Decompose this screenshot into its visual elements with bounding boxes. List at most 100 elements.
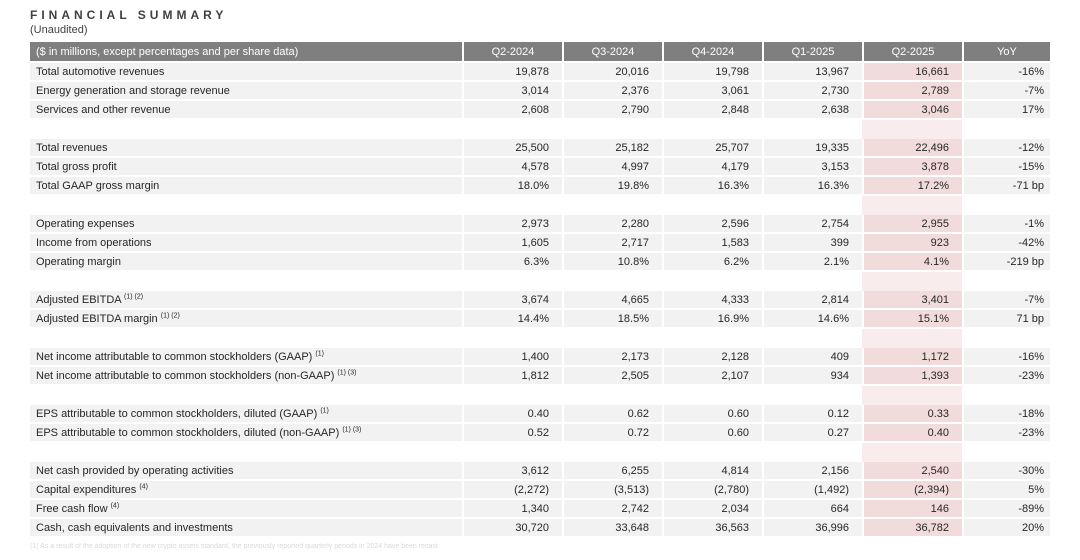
value-cell: 664: [762, 500, 862, 519]
spacer-cell: [662, 272, 762, 291]
value-cell: 1,340: [462, 500, 562, 519]
value-cell: 2,638: [762, 101, 862, 120]
value-cell: 2,540: [862, 462, 962, 481]
row-label: Services and other revenue: [30, 101, 462, 120]
footnote-marker: (1) (3): [342, 425, 362, 433]
spacer-cell: [762, 120, 862, 139]
value-cell: (2,780): [662, 481, 762, 500]
table-row: Capital expenditures (4) (2,272) (3,513) (2…: [30, 481, 1050, 500]
yoy-value-cell: -16%: [962, 63, 1050, 82]
value-cell: 4,333: [662, 291, 762, 310]
value-cell: 3,061: [662, 82, 762, 101]
page-title: FINANCIAL SUMMARY: [30, 8, 228, 22]
yoy-value-cell: 71 bp: [962, 310, 1050, 329]
table-row: Operating expenses 2,973 2,280 2,596 2,754 2,…: [30, 215, 1050, 234]
table-row: Net income attributable to common stockh…: [30, 367, 1050, 386]
header-col-q4-2024: Q4-2024: [662, 42, 762, 63]
table-row: Free cash flow (4) 1,340 2,742 2,034 664 146-…: [30, 500, 1050, 519]
value-cell: 399: [762, 234, 862, 253]
value-cell: 1,400: [462, 348, 562, 367]
financial-summary-table: ($ in millions, except percentages and p…: [30, 42, 1050, 538]
spacer-cell: [762, 272, 862, 291]
row-label: Cash, cash equivalents and investments: [30, 519, 462, 538]
value-cell: 4,578: [462, 158, 562, 177]
value-cell: 18.0%: [462, 177, 562, 196]
table-row: Adjusted EBITDA margin (1) (2) 14.4% 18.5%…: [30, 310, 1050, 329]
row-label: Adjusted EBITDA margin (1) (2): [30, 310, 462, 329]
footnote: (1) As a result of the adoption of the n…: [30, 543, 438, 550]
value-cell: 14.6%: [762, 310, 862, 329]
value-cell: 10.8%: [562, 253, 662, 272]
footnote-marker: (1) (3): [337, 368, 357, 376]
value-cell: 19,878: [462, 63, 562, 82]
row-label: Income from operations: [30, 234, 462, 253]
spacer-cell: [862, 386, 962, 405]
value-cell: 1,605: [462, 234, 562, 253]
yoy-value-cell: -23%: [962, 424, 1050, 443]
yoy-value-cell: 20%: [962, 519, 1050, 538]
value-cell: 0.12: [762, 405, 862, 424]
value-cell: 0.40: [862, 424, 962, 443]
spacer-cell: [662, 386, 762, 405]
value-cell: 0.72: [562, 424, 662, 443]
value-cell: 0.33: [862, 405, 962, 424]
table-row: Total GAAP gross margin 18.0% 19.8% 16.3% 16…: [30, 177, 1050, 196]
value-cell: 2,848: [662, 101, 762, 120]
table-row: Total revenues 25,500 25,182 25,707 19,335 22…: [30, 139, 1050, 158]
value-cell: 19,798: [662, 63, 762, 82]
spacer-cell: [562, 272, 662, 291]
value-cell: 0.52: [462, 424, 562, 443]
value-cell: (2,272): [462, 481, 562, 500]
value-cell: (1,492): [762, 481, 862, 500]
section-spacer-row: [30, 329, 1050, 348]
row-label: EPS attributable to common stockholders,…: [30, 405, 462, 424]
value-cell: 0.27: [762, 424, 862, 443]
value-cell: 19.8%: [562, 177, 662, 196]
value-cell: 1,172: [862, 348, 962, 367]
header-col-q2-2025: Q2-2025: [862, 42, 962, 63]
yoy-value-cell: -7%: [962, 82, 1050, 101]
row-label: Adjusted EBITDA (1) (2): [30, 291, 462, 310]
spacer-cell: [862, 196, 962, 215]
spacer-cell: [30, 443, 462, 462]
table-row: Net income attributable to common stockh…: [30, 348, 1050, 367]
value-cell: 16.9%: [662, 310, 762, 329]
value-cell: 2,505: [562, 367, 662, 386]
spacer-cell: [762, 386, 862, 405]
footnote-marker: (4): [139, 482, 148, 490]
value-cell: 0.40: [462, 405, 562, 424]
section-spacer-row: [30, 386, 1050, 405]
section-spacer-row: [30, 443, 1050, 462]
value-cell: 18.5%: [562, 310, 662, 329]
spacer-cell: [962, 443, 1050, 462]
header-col-q1-2025: Q1-2025: [762, 42, 862, 63]
footnote-marker: (4): [110, 501, 120, 509]
value-cell: 20,016: [562, 63, 662, 82]
yoy-value-cell: -18%: [962, 405, 1050, 424]
value-cell: (2,394): [862, 481, 962, 500]
yoy-value-cell: -15%: [962, 158, 1050, 177]
header-col-yoy: YoY: [962, 42, 1050, 63]
value-cell: 2,730: [762, 82, 862, 101]
spacer-cell: [462, 329, 562, 348]
table-row: Income from operations 1,605 2,717 1,583 399…: [30, 234, 1050, 253]
value-cell: 4,665: [562, 291, 662, 310]
yoy-value-cell: -42%: [962, 234, 1050, 253]
table-row: EPS attributable to common stockholders,…: [30, 424, 1050, 443]
spacer-cell: [30, 329, 462, 348]
table-row: Total automotive revenues 19,878 20,016 19,…: [30, 63, 1050, 82]
value-cell: 3,014: [462, 82, 562, 101]
row-label: Total GAAP gross margin: [30, 177, 462, 196]
spacer-cell: [962, 272, 1050, 291]
value-cell: 16.3%: [662, 177, 762, 196]
spacer-cell: [462, 443, 562, 462]
table-row: Services and other revenue 2,608 2,790 2,84…: [30, 101, 1050, 120]
value-cell: 2,973: [462, 215, 562, 234]
yoy-value-cell: -7%: [962, 291, 1050, 310]
value-cell: 923: [862, 234, 962, 253]
spacer-cell: [562, 120, 662, 139]
value-cell: 2,717: [562, 234, 662, 253]
value-cell: 25,182: [562, 139, 662, 158]
page-subtitle: (Unaudited): [30, 24, 88, 36]
